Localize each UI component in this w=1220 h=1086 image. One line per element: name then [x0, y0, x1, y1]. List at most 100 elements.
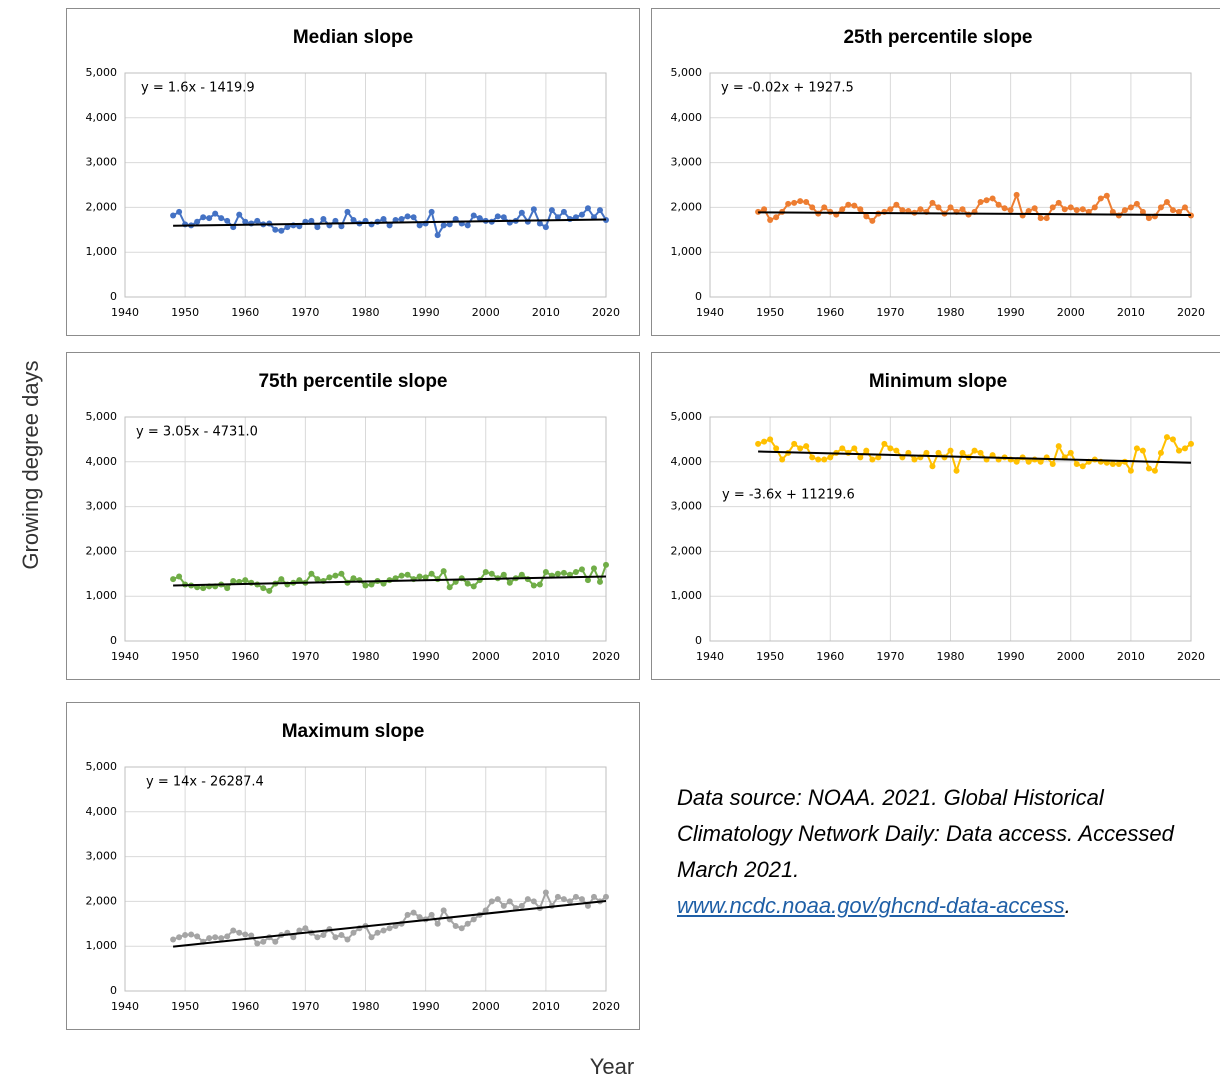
- data-point: [1109, 208, 1116, 215]
- data-point: [821, 204, 828, 211]
- y-tick-label: 3,000: [671, 156, 703, 169]
- data-point: [278, 576, 285, 583]
- x-tick-label: 2010: [532, 650, 560, 663]
- data-point: [1175, 447, 1182, 454]
- x-tick-label: 1960: [816, 306, 844, 319]
- data-point: [1091, 204, 1098, 211]
- data-point: [350, 216, 357, 223]
- y-tick-label: 5,000: [86, 410, 118, 423]
- x-tick-label: 1940: [111, 1000, 139, 1013]
- y-tick-label: 4,000: [86, 111, 118, 124]
- data-point: [761, 438, 768, 445]
- y-tick-label: 4,000: [86, 455, 118, 468]
- x-tick-label: 1990: [412, 1000, 440, 1013]
- trendline: [173, 218, 607, 227]
- y-tick-label: 2,000: [86, 894, 118, 907]
- data-point: [440, 568, 447, 575]
- data-point: [797, 445, 804, 452]
- data-point: [1151, 467, 1158, 474]
- data-point: [476, 215, 483, 222]
- data-point: [254, 217, 261, 224]
- chart-title: Maximum slope: [282, 721, 425, 742]
- data-point: [188, 931, 195, 938]
- x-tick-label: 1950: [171, 650, 199, 663]
- data-point: [446, 221, 453, 228]
- data-point: [446, 584, 453, 591]
- data-point: [1163, 199, 1170, 206]
- x-tick-label: 1940: [111, 650, 139, 663]
- data-point: [1079, 463, 1086, 470]
- data-point: [572, 569, 579, 576]
- chart-panel: 25th percentile slope 0 1,000 2,000 3,000 4,0…: [651, 8, 1220, 336]
- data-point: [374, 929, 381, 936]
- data-point: [971, 447, 978, 454]
- data-point: [977, 199, 984, 206]
- data-point: [386, 925, 393, 932]
- data-point: [506, 898, 513, 905]
- data-point: [488, 570, 495, 577]
- data-point: [368, 581, 375, 588]
- data-point: [821, 456, 828, 463]
- data-point: [224, 585, 231, 592]
- data-point: [368, 934, 375, 941]
- data-point: [1175, 208, 1182, 215]
- x-tick-label: 1980: [937, 650, 965, 663]
- data-point: [1145, 215, 1152, 222]
- x-tick-label: 1970: [876, 650, 904, 663]
- data-point: [302, 925, 309, 932]
- data-point: [296, 927, 303, 934]
- data-point: [1157, 204, 1164, 211]
- data-point: [410, 214, 417, 221]
- x-tick-label: 1940: [696, 650, 724, 663]
- data-point: [392, 575, 399, 582]
- data-point: [1181, 204, 1188, 211]
- data-point: [1181, 445, 1188, 452]
- panel-border: [651, 352, 1220, 680]
- y-tick-label: 3,000: [86, 156, 118, 169]
- data-point: [785, 200, 792, 207]
- data-point: [176, 934, 183, 941]
- data-point: [170, 936, 177, 943]
- x-tick-label: 1940: [696, 306, 724, 319]
- y-tick-label: 0: [695, 290, 702, 303]
- chart-title: 75th percentile slope: [258, 371, 447, 392]
- data-point: [947, 204, 954, 211]
- data-point: [761, 206, 768, 213]
- data-point: [1067, 204, 1074, 211]
- data-point: [572, 214, 579, 221]
- data-point: [518, 902, 525, 909]
- x-tick-label: 2020: [1177, 306, 1205, 319]
- data-point: [212, 210, 219, 217]
- plot-border: [124, 766, 607, 992]
- data-point: [344, 208, 351, 215]
- x-tick-label: 1980: [352, 650, 380, 663]
- source-link[interactable]: www.ncdc.noaa.gov/ghcnd-data-access: [677, 893, 1065, 918]
- y-tick-label: 5,000: [86, 66, 118, 79]
- data-point: [440, 222, 447, 229]
- data-point: [1121, 207, 1128, 214]
- data-point: [338, 570, 345, 577]
- x-tick-label: 2020: [592, 306, 620, 319]
- y-tick-label: 4,000: [671, 111, 703, 124]
- data-point: [362, 582, 369, 589]
- chart-panel: 75th percentile slope 0 1,000 2,000 3,000 4,0…: [66, 352, 640, 680]
- y-tick-label: 1,000: [671, 245, 703, 258]
- data-point: [1043, 215, 1050, 222]
- chart-title: Minimum slope: [869, 371, 1007, 392]
- data-point: [452, 923, 459, 930]
- data-point: [851, 202, 858, 209]
- data-point: [554, 214, 561, 221]
- trend-equation: y = 3.05x - 4731.0: [136, 425, 258, 440]
- data-point: [434, 232, 441, 239]
- data-point: [470, 212, 477, 219]
- data-point: [350, 929, 357, 936]
- data-point: [488, 898, 495, 905]
- data-point: [857, 206, 864, 213]
- data-point: [500, 571, 507, 578]
- data-point: [791, 199, 798, 206]
- data-point: [1001, 205, 1008, 212]
- data-point: [845, 201, 852, 208]
- data-point: [272, 938, 279, 945]
- data-point: [797, 198, 804, 205]
- x-axis-label: Year: [590, 1054, 634, 1079]
